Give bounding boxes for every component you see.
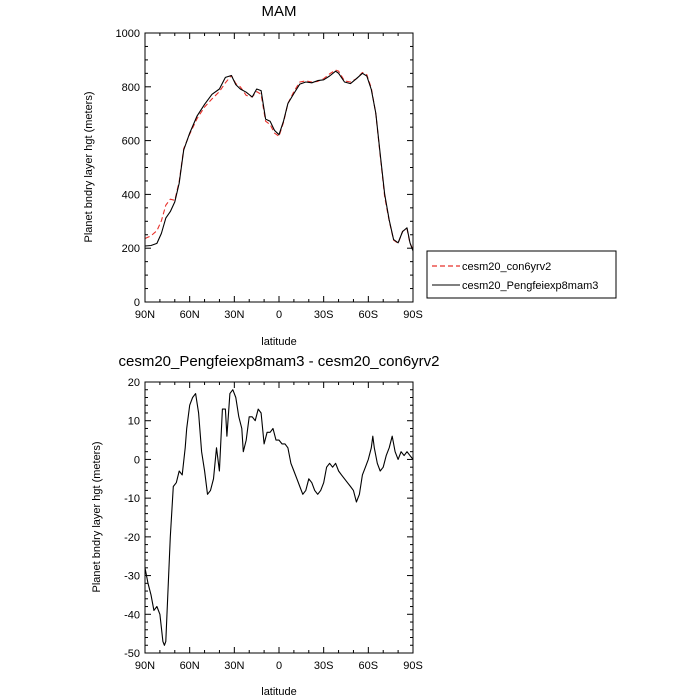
y-tick-label: 10 [128,416,140,428]
x-tick-label: 30S [314,660,334,672]
y-tick-label: 0 [134,297,140,309]
bottom-chart-panel: cesm20_Pengfeiexp8mam3 - cesm20_con6yrv2… [91,353,440,698]
y-tick-label: 20 [128,377,140,389]
y-tick-label: -30 [124,571,140,583]
legend-box [426,250,617,299]
legend: cesm20_con6yrv2 cesm20_Pengfeiexp8mam3 [426,250,617,299]
x-tick-label: 60N [180,660,200,672]
y-tick-label: 0 [134,454,140,466]
bottom-chart-ticks: 90N 60N 30N 0 30S 60S 90S -50 -40 -30 -20 -10 0 10 20 [124,377,423,672]
series-line-cesm20-pengfeiexp8mam3 [144,70,414,252]
y-tick-label: 600 [122,136,140,148]
x-tick-label: 90N [135,309,155,321]
y-tick-label: -10 [124,493,140,505]
top-chart-panel: MAM 90N 60N 30N 0 30S 60S 90S 0 200 400 600 800 1000… [83,3,423,348]
x-tick-label: 90S [403,660,423,672]
x-tick-label: 60S [359,309,379,321]
top-chart-series [144,69,414,252]
x-tick-label: 60S [359,660,379,672]
bottom-chart-ylabel: Planet bndry layer hgt (meters) [91,441,103,592]
x-tick-label: 30N [224,309,244,321]
x-tick-label: 0 [276,660,282,672]
x-tick-label: 30S [314,309,334,321]
y-tick-label: -50 [124,648,140,660]
y-tick-label: -40 [124,609,140,621]
top-chart-ylabel: Planet bndry layer hgt (meters) [83,91,95,242]
legend-label-pengfeiexp8mam3: cesm20_Pengfeiexp8mam3 [462,280,598,292]
x-tick-label: 90S [403,309,423,321]
y-tick-label: -20 [124,532,140,544]
bottom-chart-series [144,389,414,646]
top-chart-xlabel: latitude [261,336,296,348]
y-tick-label: 1000 [116,28,140,40]
top-chart-ticks: 90N 60N 30N 0 30S 60S 90S 0 200 400 600 800 1000 [116,28,423,321]
y-tick-label: 800 [122,82,140,94]
x-tick-label: 60N [180,309,200,321]
bottom-chart-xlabel: latitude [261,686,296,698]
top-chart-frame [144,32,414,303]
bottom-chart-title: cesm20_Pengfeiexp8mam3 - cesm20_con6yrv2 [119,353,440,370]
bottom-chart-frame [144,381,414,654]
legend-label-con6yrv2: cesm20_con6yrv2 [462,261,551,273]
y-tick-label: 200 [122,243,140,255]
y-tick-label: 400 [122,189,140,201]
x-tick-label: 0 [276,309,282,321]
x-tick-label: 90N [135,660,155,672]
top-chart-title: MAM [262,3,297,20]
x-tick-label: 30N [224,660,244,672]
series-line-cesm20-pengfeiexp8mam3-cesm20-con6yrv2 [144,389,414,646]
